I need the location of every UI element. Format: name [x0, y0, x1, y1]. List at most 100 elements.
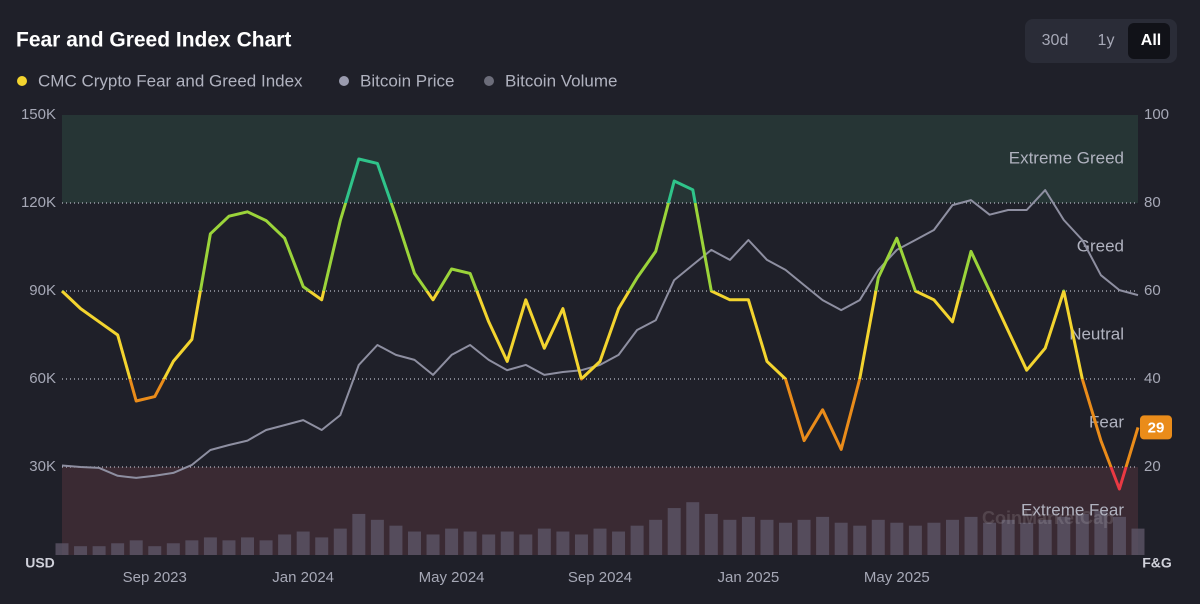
y2-tick-label: 20: [1144, 458, 1161, 475]
button-bg: [1128, 23, 1170, 59]
series-line: [61, 189, 1139, 479]
volume-bar: [1131, 528, 1145, 555]
watermark: CoinMarketCap: [982, 508, 1114, 528]
volume-bar: [241, 537, 255, 555]
series-line: [60, 157, 1140, 491]
legend-label: Bitcoin Volume: [505, 71, 617, 90]
x-tick-label: Sep 2023: [123, 569, 187, 586]
volume-bar: [871, 519, 885, 555]
chart-title: Fear and Greed Index Chart: [16, 29, 291, 52]
volume-bar: [500, 531, 514, 555]
volume-bar: [593, 528, 607, 555]
volume-bar: [55, 543, 69, 555]
range-button[interactable]: 30d: [1042, 32, 1069, 49]
legend-dot: [484, 76, 494, 86]
volume-bar: [760, 519, 774, 555]
volume-bar: [1038, 519, 1052, 555]
x-tick-label: May 2025: [864, 569, 930, 586]
volume-bar: [389, 525, 403, 555]
range-button[interactable]: 1y: [1098, 32, 1115, 49]
volume-bar: [352, 513, 366, 555]
volume-bar: [278, 534, 292, 555]
legend-label: Bitcoin Price: [360, 71, 454, 90]
y2-tick-label: 60: [1144, 282, 1161, 299]
range-button[interactable]: All: [1141, 32, 1161, 49]
zone-label: Greed: [1077, 236, 1124, 255]
volume-bar: [537, 528, 551, 555]
volume-bar: [741, 516, 755, 555]
volume-bar: [1057, 516, 1071, 555]
volume-bar: [704, 513, 718, 555]
volume-bar: [1112, 516, 1126, 555]
y2-axis-label: F&G: [1142, 555, 1172, 571]
volume-bar: [927, 522, 941, 555]
volume-bar: [890, 522, 904, 555]
volume-bar: [649, 519, 663, 555]
y2-tick-label: 80: [1144, 194, 1161, 211]
y2-tick-label: 100: [1144, 106, 1169, 123]
x-tick-label: Sep 2024: [568, 569, 632, 586]
volume-bar: [259, 540, 273, 555]
volume-bar: [370, 519, 384, 555]
x-tick-label: Jan 2025: [718, 569, 780, 586]
volume-bar: [166, 543, 180, 555]
volume-bar: [463, 531, 477, 555]
volume-bar: [667, 508, 681, 555]
current-value: 29: [1148, 419, 1165, 436]
current-badge: [1140, 415, 1172, 440]
legend: CMC Crypto Fear and Greed Index Bitcoin P…: [17, 71, 617, 90]
volume-bar: [315, 537, 329, 555]
volume-bar: [129, 540, 143, 555]
x-tick-label: May 2024: [419, 569, 485, 586]
volume-bar: [296, 531, 310, 555]
volume-bar: [797, 519, 811, 555]
volume-bar: [983, 522, 997, 555]
volume-bar: [1020, 522, 1034, 555]
volume-bar: [630, 525, 644, 555]
volume-bar: [779, 522, 793, 555]
y2-tick-label: 40: [1144, 370, 1161, 387]
volume-bar: [203, 537, 217, 555]
volume-bar: [519, 534, 533, 555]
volume-bar: [908, 525, 922, 555]
volume-bar: [148, 546, 162, 555]
volume-bar: [407, 531, 421, 555]
x-tick-label: Jan 2024: [272, 569, 334, 586]
zone-label: Extreme Fear: [1021, 500, 1124, 519]
volume-bar: [1001, 519, 1015, 555]
volume-bar: [816, 516, 830, 555]
y-tick-label: 150K: [21, 106, 56, 123]
volume-bar: [333, 528, 347, 555]
volume-bar: [1094, 511, 1108, 555]
volume-bar: [574, 534, 588, 555]
volume-bar: [945, 519, 959, 555]
volume-bar: [686, 502, 700, 555]
volume-bar: [556, 531, 570, 555]
zone-label: Neutral: [1069, 324, 1124, 343]
volume-bar: [74, 546, 88, 555]
legend-label: CMC Crypto Fear and Greed Index: [38, 71, 303, 90]
zone-band: [62, 115, 1138, 203]
y-axis-label: USD: [25, 555, 55, 571]
volume-bar: [222, 540, 236, 555]
y-tick-label: 120K: [21, 194, 56, 211]
volume-bar: [92, 546, 106, 555]
volume-bar: [834, 522, 848, 555]
volume-bar: [723, 519, 737, 555]
y-tick-label: 90K: [29, 282, 56, 299]
plot-area: 20 40 60 80 100 30K 60K 90K 120K 150K USD F&G Sep 20…: [21, 106, 1172, 586]
volume-bar: [111, 543, 125, 555]
volume-bar: [426, 534, 440, 555]
y-tick-label: 60K: [29, 370, 56, 387]
legend-dot: [339, 76, 349, 86]
volume-bar: [853, 525, 867, 555]
volume-bar: [185, 540, 199, 555]
volume-bar: [1075, 513, 1089, 555]
zone-label: Extreme Greed: [1009, 148, 1124, 167]
volume-bar: [482, 534, 496, 555]
volume-bar: [964, 516, 978, 555]
volume-bar: [612, 531, 626, 555]
volume-bar: [445, 528, 459, 555]
y-tick-label: 30K: [29, 458, 56, 475]
